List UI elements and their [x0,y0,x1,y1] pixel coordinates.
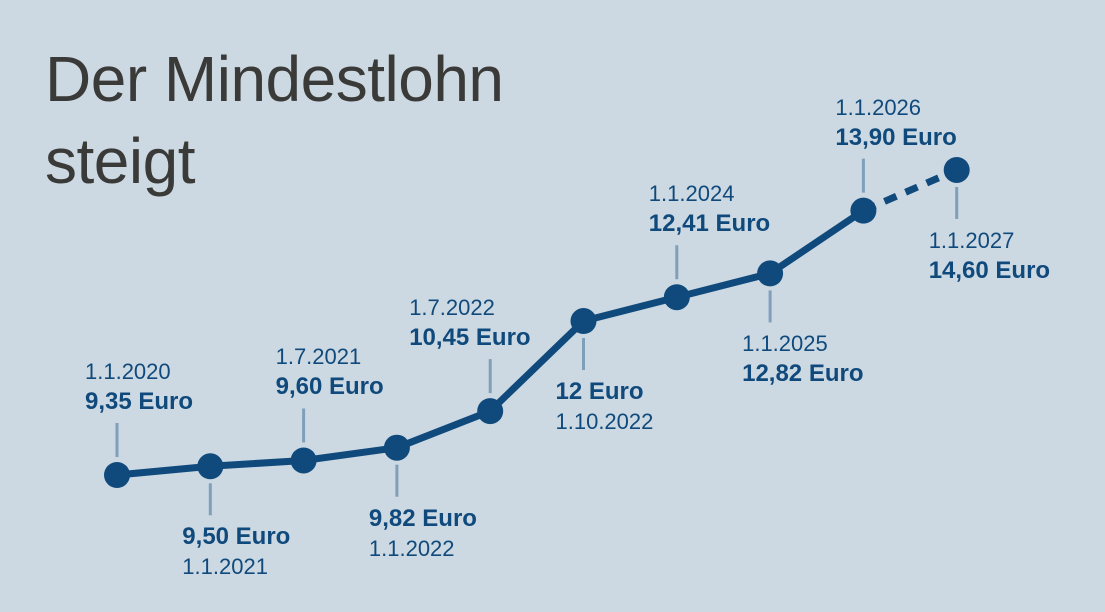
point-label-date: 1.1.2022 [368,535,455,561]
point-label-date: 1.7.2022 [409,295,495,321]
point-label-value: 9,50 Euro [182,523,291,551]
point-label: 1.1.2027 14,60 Euro [929,226,1050,286]
point-label-value: 9,60 Euro [275,373,384,401]
point-label-value: 9,35 Euro [85,388,194,415]
point-label-date: 1.1.2026 [835,94,922,120]
point-label-value: 9,82 Euro [368,504,477,532]
data-point-dot [290,447,317,474]
point-label: 9,50 Euro 1.1.2021 [182,522,290,582]
point-label: 1.1.2024 12,41 Euro [649,179,770,239]
data-point-dot [943,156,970,183]
point-label-value: 10,45 Euro [409,324,531,352]
point-label-date: 1.1.2024 [648,181,735,207]
data-point-dot [477,398,504,425]
data-point-dot [383,434,410,461]
data-point-dot [850,197,877,224]
data-point-dot [197,453,224,480]
chart-title: Der Mindestlohn steigt [45,43,504,197]
point-label: 1.1.2026 13,90 Euro [835,93,956,153]
data-point-dot [757,260,784,287]
point-label: 9,82 Euro 1.1.2022 [369,504,477,564]
point-label-date: 1.10.2022 [555,409,654,435]
point-label-value: 13,90 Euro [835,123,957,151]
point-label-date: 1.1.2025 [742,331,828,357]
point-label-value: 12,82 Euro [742,360,864,388]
point-label-date: 1.1.2021 [182,554,268,580]
point-label: 1.7.2022 10,45 Euro [409,293,530,353]
point-label: 12 Euro 1.10.2022 [556,377,654,437]
point-label-date: 1.1.2027 [928,227,1015,253]
point-label-value: 12 Euro [555,378,644,406]
point-label-value: 12,41 Euro [648,210,771,238]
point-label: 1.7.2021 9,60 Euro [276,342,384,402]
point-label: 1.1.2025 12,82 Euro [742,329,863,389]
data-point-dot [663,284,690,311]
projection-dashed-line [862,166,959,214]
point-label: 1.1.2020 9,35 Euro [85,357,193,417]
data-point-dot [104,462,130,488]
data-point-dot [570,308,597,335]
point-label-date: 1.1.2020 [85,359,171,384]
point-label-date: 1.7.2021 [275,344,362,370]
point-label-value: 14,60 Euro [928,256,1051,284]
